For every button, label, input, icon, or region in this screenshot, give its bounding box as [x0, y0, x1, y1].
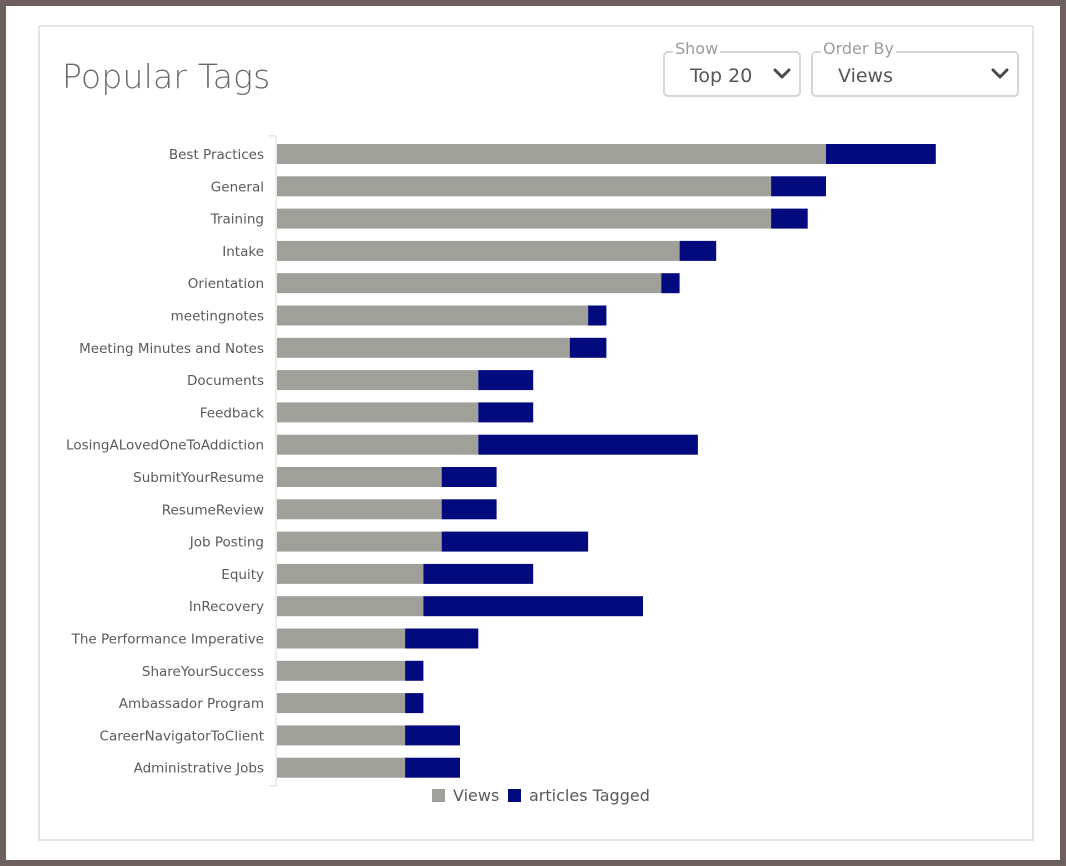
- bar-articles-tagged: [441, 531, 589, 552]
- y-tick-label: Meeting Minutes and Notes: [79, 341, 264, 357]
- bar-views: [277, 531, 442, 552]
- bar-articles-tagged: [771, 208, 808, 229]
- chevron-down-icon: [991, 68, 1009, 79]
- y-tick-label: Ambassador Program: [119, 696, 264, 712]
- window-frame: Popular Tags Show Top 20 Order By Views …: [6, 6, 1060, 860]
- bar-views: [277, 337, 570, 358]
- bar-articles-tagged: [478, 434, 698, 455]
- bar-articles-tagged: [661, 273, 680, 294]
- bar-views: [277, 757, 406, 778]
- order-by-select-value: Views: [838, 65, 893, 87]
- bar-articles-tagged: [405, 660, 424, 681]
- y-tick-label: Job Posting: [189, 535, 264, 551]
- y-tick-label: Feedback: [200, 405, 264, 421]
- bar-views: [277, 208, 772, 229]
- bar-articles-tagged: [423, 563, 534, 584]
- bar-articles-tagged: [405, 693, 424, 714]
- bar-views: [277, 240, 680, 261]
- chevron-down-icon: [773, 68, 791, 79]
- y-tick-label: General: [211, 179, 264, 195]
- bar-views: [277, 563, 424, 584]
- show-select[interactable]: Show Top 20: [663, 39, 801, 97]
- y-tick-label: Documents: [187, 373, 264, 389]
- order-by-select[interactable]: Order By Views: [811, 39, 1019, 97]
- bar-views: [277, 273, 662, 294]
- bar-views: [277, 434, 479, 455]
- bar-articles-tagged: [588, 305, 607, 326]
- y-tick-label: Orientation: [188, 276, 264, 292]
- y-tick-label: meetingnotes: [171, 309, 264, 325]
- bar-articles-tagged: [405, 757, 460, 778]
- popular-tags-card: Popular Tags Show Top 20 Order By Views …: [38, 25, 1034, 841]
- bar-views: [277, 693, 406, 714]
- bar-views: [277, 305, 589, 326]
- y-tick-label: LosingALovedOneToAddiction: [66, 438, 264, 454]
- popular-tags-chart: Best Practices General Training Intake Orien…: [66, 135, 936, 805]
- bar-articles-tagged: [478, 370, 534, 391]
- y-tick-label: InRecovery: [189, 599, 264, 615]
- bar-views: [277, 370, 479, 391]
- bar-articles-tagged: [441, 467, 497, 487]
- bar-articles-tagged: [771, 176, 826, 197]
- bar-views: [277, 596, 424, 617]
- legend-swatch: [432, 789, 445, 802]
- bar-views: [277, 628, 406, 649]
- y-tick-label: Best Practices: [169, 147, 264, 163]
- y-tick-label: ShareYourSuccess: [142, 664, 264, 680]
- bar-views: [277, 176, 772, 197]
- bar-articles-tagged: [826, 144, 936, 164]
- bar-views: [277, 402, 479, 423]
- bar-views: [277, 144, 826, 164]
- bar-articles-tagged: [405, 628, 479, 649]
- y-tick-label: Training: [210, 212, 264, 228]
- y-tick-label: Equity: [221, 567, 264, 583]
- bar-articles-tagged: [441, 499, 497, 520]
- y-tick-label: The Performance Imperative: [71, 632, 264, 648]
- bar-articles-tagged: [569, 337, 607, 358]
- order-by-select-label: Order By: [821, 39, 896, 58]
- show-select-value: Top 20: [690, 65, 753, 87]
- y-tick-label: CareerNavigatorToClient: [100, 728, 264, 744]
- bar-articles-tagged: [405, 725, 460, 746]
- page-title: Popular Tags: [62, 57, 271, 96]
- legend-label: Views: [453, 786, 499, 805]
- y-tick-label: ResumeReview: [162, 502, 264, 518]
- legend-label: articles Tagged: [529, 786, 650, 805]
- bar-views: [277, 725, 406, 746]
- legend-swatch: [508, 789, 521, 802]
- show-select-label: Show: [673, 39, 721, 58]
- bar-views: [277, 467, 442, 487]
- bar-articles-tagged: [478, 402, 534, 423]
- bar-articles-tagged: [679, 240, 717, 261]
- y-tick-label: Intake: [222, 244, 264, 260]
- bar-views: [277, 660, 406, 681]
- bar-views: [277, 499, 442, 520]
- y-tick-label: Administrative Jobs: [134, 761, 264, 777]
- y-tick-label: SubmitYourResume: [133, 470, 264, 486]
- bar-articles-tagged: [423, 596, 643, 617]
